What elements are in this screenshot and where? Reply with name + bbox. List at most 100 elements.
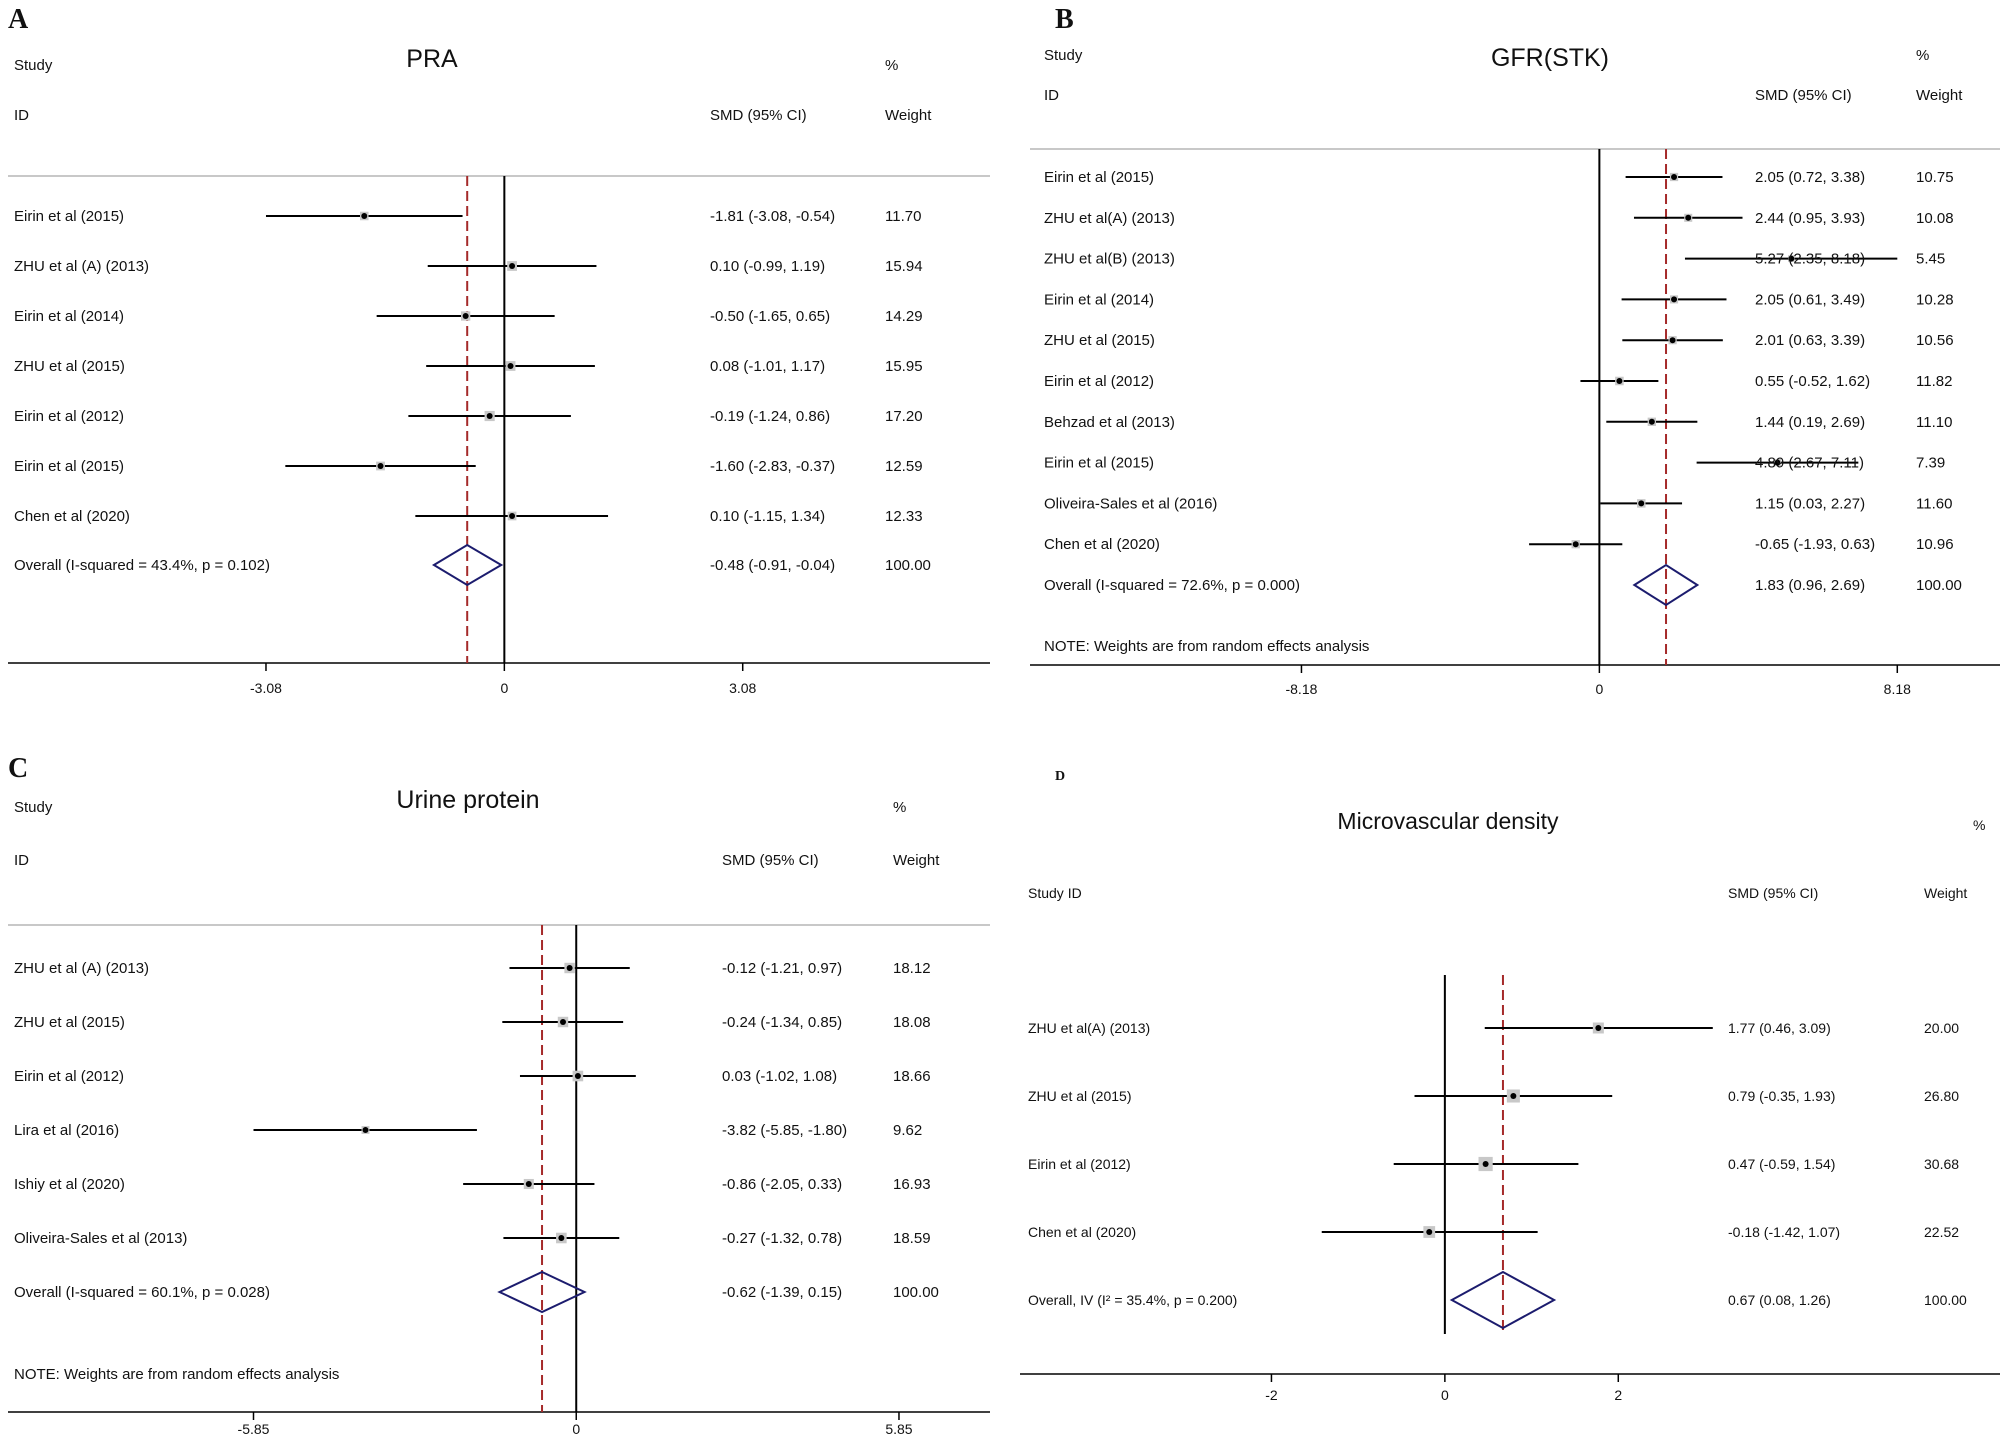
weight-value: 18.66 — [893, 1068, 931, 1085]
study-label: Eirin et al (2012) — [14, 408, 124, 425]
overall-weight: 100.00 — [893, 1284, 939, 1301]
header-id: ID — [14, 107, 29, 124]
study-label: Eirin et al (2015) — [1044, 455, 1154, 472]
overall-weight: 100.00 — [1916, 577, 1962, 594]
header-effect: SMD (95% CI) — [1755, 87, 1852, 104]
overall-diamond — [497, 1270, 587, 1314]
header-percent: % — [885, 57, 898, 74]
study-label: ZHU et al(B) (2013) — [1044, 251, 1175, 268]
ci-text: 1.44 (0.19, 2.69) — [1755, 414, 1865, 431]
weight-value: 10.96 — [1916, 536, 1954, 553]
ci-text: -0.50 (-1.65, 0.65) — [710, 308, 830, 325]
study-label: Chen et al (2020) — [1044, 536, 1160, 553]
study-label: ZHU et al (2015) — [1044, 332, 1155, 349]
study-label: ZHU et al (2015) — [1028, 1088, 1131, 1104]
axis-tick-label: -5.85 — [238, 1421, 270, 1437]
point-estimate — [558, 1235, 565, 1241]
ci-text: 2.01 (0.63, 3.39) — [1755, 332, 1865, 349]
ci-text: -0.86 (-2.05, 0.33) — [722, 1176, 842, 1193]
ci-text: 0.10 (-0.99, 1.19) — [710, 258, 825, 275]
weight-value: 15.95 — [885, 358, 923, 375]
chart-title-c: Urine protein — [396, 786, 539, 814]
study-label: Eirin et al (2015) — [14, 208, 124, 225]
weight-value: 11.70 — [885, 208, 921, 225]
weight-value: 26.80 — [1924, 1088, 1959, 1104]
weight-value: 30.68 — [1924, 1156, 1959, 1172]
study-label: Behzad et al (2013) — [1044, 414, 1175, 431]
axis-tick-label: -8.18 — [1285, 681, 1317, 697]
study-label: ZHU et al(A) (2013) — [1044, 210, 1175, 227]
overall-diamond — [1449, 1270, 1557, 1330]
header-id: ID — [14, 852, 29, 869]
header-percent: % — [1916, 47, 1929, 64]
study-label: Chen et al (2020) — [14, 508, 130, 525]
point-estimate — [1616, 378, 1623, 384]
panel-c-urine-protein: C Study Urine protein % ID SMD (95% CI) … — [8, 753, 990, 1437]
study-label: Eirin et al (2015) — [1044, 169, 1154, 186]
weight-value: 10.75 — [1916, 169, 1954, 186]
point-estimate — [486, 413, 493, 419]
header-effect: SMD (95% CI) — [1728, 885, 1818, 901]
header-study: Study — [14, 799, 53, 816]
overall-label: Overall, IV (I² = 35.4%, p = 0.200) — [1028, 1292, 1237, 1308]
point-estimate — [507, 363, 514, 369]
ci-text: 0.03 (-1.02, 1.08) — [722, 1068, 837, 1085]
ci-text: 5.27 (2.35, 8.18) — [1755, 251, 1865, 268]
header-study: Study — [1044, 47, 1083, 64]
weight-value: 11.10 — [1916, 414, 1952, 431]
weight-value: 18.59 — [893, 1230, 931, 1247]
point-estimate — [1774, 459, 1781, 466]
ci-text: -1.81 (-3.08, -0.54) — [710, 208, 835, 225]
study-label: Ishiy et al (2020) — [14, 1176, 125, 1193]
ci-text: 1.77 (0.46, 3.09) — [1728, 1020, 1831, 1036]
axis-tick-label: -2 — [1265, 1387, 1278, 1403]
axis-tick-label: -3.08 — [250, 680, 282, 696]
weight-value: 20.00 — [1924, 1020, 1959, 1036]
study-label: Eirin et al (2012) — [14, 1068, 124, 1085]
weight-value: 16.93 — [893, 1176, 931, 1193]
axis-tick-label: 5.85 — [885, 1421, 912, 1437]
overall-weight: 100.00 — [885, 557, 931, 574]
header-weight: Weight — [885, 107, 932, 124]
ci-text: -0.24 (-1.34, 0.85) — [722, 1014, 842, 1031]
axis-tick-label: 3.08 — [729, 680, 756, 696]
weight-value: 12.33 — [885, 508, 923, 525]
header-study-id: Study ID — [1028, 885, 1082, 901]
weight-value: 18.12 — [893, 960, 931, 977]
weight-value: 17.20 — [885, 408, 923, 425]
study-label: Eirin et al (2014) — [1044, 291, 1154, 308]
chart-title-b: GFR(STK) — [1491, 44, 1609, 72]
header-weight: Weight — [1916, 87, 1963, 104]
overall-label: Overall (I-squared = 43.4%, p = 0.102) — [14, 557, 270, 574]
panel-label-b: B — [1055, 4, 1074, 35]
ci-text: -0.65 (-1.93, 0.63) — [1755, 536, 1875, 553]
point-estimate — [1638, 500, 1645, 507]
overall-label: Overall (I-squared = 60.1%, p = 0.028) — [14, 1284, 270, 1301]
study-label: Lira et al (2016) — [14, 1122, 119, 1139]
overall-weight: 100.00 — [1924, 1292, 1967, 1308]
ci-text: 1.15 (0.03, 2.27) — [1755, 495, 1865, 512]
study-label: ZHU et al (2015) — [14, 1014, 125, 1031]
study-label: ZHU et al (A) (2013) — [14, 258, 149, 275]
study-label: Chen et al (2020) — [1028, 1224, 1136, 1240]
weight-value: 11.60 — [1916, 495, 1952, 512]
ci-text: -3.82 (-5.85, -1.80) — [722, 1122, 847, 1139]
axis-tick-label: 0 — [1441, 1387, 1449, 1403]
study-label: Eirin et al (2015) — [14, 458, 124, 475]
study-label: Oliveira-Sales et al (2016) — [1044, 495, 1217, 512]
weight-value: 9.62 — [893, 1122, 922, 1139]
study-label: Eirin et al (2012) — [1028, 1156, 1131, 1172]
point-estimate — [1572, 541, 1579, 548]
weights-note: NOTE: Weights are from random effects an… — [1044, 638, 1369, 655]
point-estimate — [361, 213, 368, 219]
point-estimate — [1669, 337, 1676, 344]
axis-tick-label: 0 — [572, 1421, 580, 1437]
ci-text: -0.12 (-1.21, 0.97) — [722, 960, 842, 977]
ci-text: -0.27 (-1.32, 0.78) — [722, 1230, 842, 1247]
ci-text: 2.05 (0.61, 3.49) — [1755, 291, 1865, 308]
axis-tick-label: 0 — [1595, 681, 1603, 697]
study-label: ZHU et al (A) (2013) — [14, 960, 149, 977]
axis-tick-label: 2 — [1614, 1387, 1622, 1403]
point-estimate — [377, 463, 384, 469]
